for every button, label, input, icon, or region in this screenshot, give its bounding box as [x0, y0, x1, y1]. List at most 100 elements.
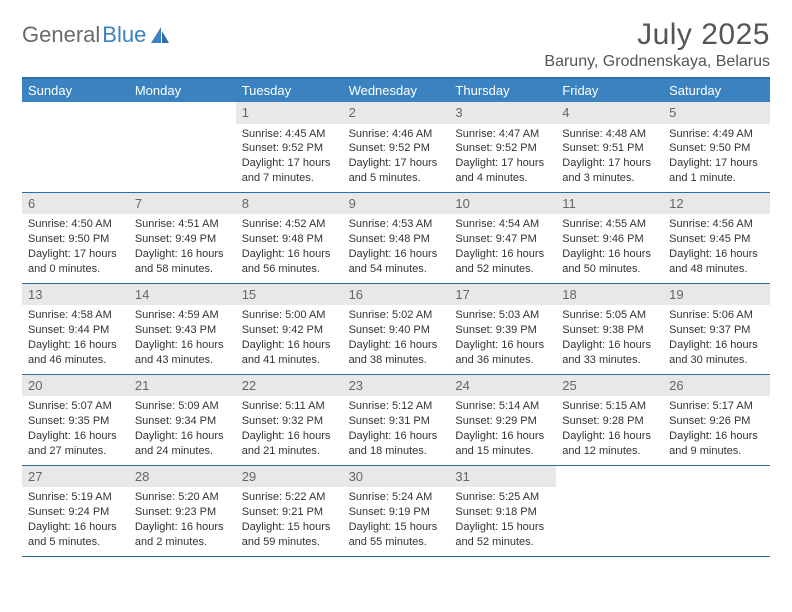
sunset-line: Sunset: 9:35 PM [28, 414, 123, 429]
daylight-line: Daylight: 16 hours and 2 minutes. [135, 520, 230, 550]
logo-text-gray: General [22, 22, 100, 48]
calendar-cell: 20Sunrise: 5:07 AMSunset: 9:35 PMDayligh… [22, 375, 129, 466]
sunset-line: Sunset: 9:31 PM [349, 414, 444, 429]
daylight-line: Daylight: 16 hours and 18 minutes. [349, 429, 444, 459]
sunrise-line: Sunrise: 5:14 AM [455, 399, 550, 414]
daylight-line: Daylight: 16 hours and 33 minutes. [562, 338, 657, 368]
calendar-body: 1 Sunrise: 4:45 AMSunset: 9:52 PMDaylight… [22, 102, 770, 557]
sunrise-line: Sunrise: 5:00 AM [242, 308, 337, 323]
day-number: 5 [663, 102, 770, 124]
day-info: Sunrise: 5:12 AMSunset: 9:31 PMDaylight:… [343, 399, 450, 458]
calendar-cell: 28Sunrise: 5:20 AMSunset: 9:23 PMDayligh… [129, 466, 236, 557]
sunrise-line: Sunrise: 5:11 AM [242, 399, 337, 414]
sunset-line: Sunset: 9:28 PM [562, 414, 657, 429]
day-number: 14 [129, 284, 236, 306]
calendar-cell: 4 Sunrise: 4:48 AMSunset: 9:51 PMDaylight… [556, 102, 663, 193]
sunrise-line: Sunrise: 4:46 AM [349, 127, 444, 142]
day-number: 11 [556, 193, 663, 215]
daylight-line: Daylight: 16 hours and 21 minutes. [242, 429, 337, 459]
calendar-cell: 24Sunrise: 5:14 AMSunset: 9:29 PMDayligh… [449, 375, 556, 466]
sunrise-line: Sunrise: 4:48 AM [562, 127, 657, 142]
daylight-line: Daylight: 16 hours and 5 minutes. [28, 520, 123, 550]
sunset-line: Sunset: 9:43 PM [135, 323, 230, 338]
sunset-line: Sunset: 9:48 PM [349, 232, 444, 247]
sunrise-line: Sunrise: 4:55 AM [562, 217, 657, 232]
day-number: 8 [236, 193, 343, 215]
day-info: Sunrise: 5:24 AMSunset: 9:19 PMDaylight:… [343, 490, 450, 549]
daylight-line: Daylight: 17 hours and 0 minutes. [28, 247, 123, 277]
day-number: 9 [343, 193, 450, 215]
weekday-header: Friday [556, 79, 663, 102]
day-info: Sunrise: 5:14 AMSunset: 9:29 PMDaylight:… [449, 399, 556, 458]
daylight-line: Daylight: 17 hours and 4 minutes. [455, 156, 550, 186]
calendar-cell [663, 466, 770, 557]
daylight-line: Daylight: 16 hours and 30 minutes. [669, 338, 764, 368]
daylight-line: Daylight: 16 hours and 41 minutes. [242, 338, 337, 368]
daylight-line: Daylight: 16 hours and 43 minutes. [135, 338, 230, 368]
daylight-line: Daylight: 16 hours and 46 minutes. [28, 338, 123, 368]
daylight-line: Daylight: 15 hours and 55 minutes. [349, 520, 444, 550]
sunrise-line: Sunrise: 5:12 AM [349, 399, 444, 414]
sunset-line: Sunset: 9:52 PM [455, 141, 550, 156]
day-number: 21 [129, 375, 236, 397]
day-info: Sunrise: 4:51 AMSunset: 9:49 PMDaylight:… [129, 217, 236, 276]
day-number: 1 [236, 102, 343, 124]
day-number: 15 [236, 284, 343, 306]
sunset-line: Sunset: 9:49 PM [135, 232, 230, 247]
sunrise-line: Sunrise: 5:06 AM [669, 308, 764, 323]
day-info: Sunrise: 5:15 AMSunset: 9:28 PMDaylight:… [556, 399, 663, 458]
sunset-line: Sunset: 9:18 PM [455, 505, 550, 520]
sunset-line: Sunset: 9:29 PM [455, 414, 550, 429]
sunset-line: Sunset: 9:46 PM [562, 232, 657, 247]
sunrise-line: Sunrise: 5:19 AM [28, 490, 123, 505]
sunset-line: Sunset: 9:48 PM [242, 232, 337, 247]
calendar-cell: 22Sunrise: 5:11 AMSunset: 9:32 PMDayligh… [236, 375, 343, 466]
day-number: 6 [22, 193, 129, 215]
sunset-line: Sunset: 9:23 PM [135, 505, 230, 520]
calendar-cell: 29Sunrise: 5:22 AMSunset: 9:21 PMDayligh… [236, 466, 343, 557]
sunset-line: Sunset: 9:42 PM [242, 323, 337, 338]
calendar-cell: 5Sunrise: 4:49 AMSunset: 9:50 PMDaylight… [663, 102, 770, 193]
daylight-line: Daylight: 16 hours and 15 minutes. [455, 429, 550, 459]
sunset-line: Sunset: 9:38 PM [562, 323, 657, 338]
day-info: Sunrise: 4:56 AMSunset: 9:45 PMDaylight:… [663, 217, 770, 276]
day-info: Sunrise: 5:07 AMSunset: 9:35 PMDaylight:… [22, 399, 129, 458]
sunset-line: Sunset: 9:52 PM [349, 141, 444, 156]
weekday-header: Sunday [22, 79, 129, 102]
sunrise-line: Sunrise: 4:50 AM [28, 217, 123, 232]
day-info: Sunrise: 4:45 AMSunset: 9:52 PMDaylight:… [236, 127, 343, 186]
day-info: Sunrise: 5:22 AMSunset: 9:21 PMDaylight:… [236, 490, 343, 549]
calendar-cell: 15 Sunrise: 5:00 AMSunset: 9:42 PMDayligh… [236, 284, 343, 375]
day-number: 18 [556, 284, 663, 306]
day-number: 24 [449, 375, 556, 397]
day-info: Sunrise: 5:09 AMSunset: 9:34 PMDaylight:… [129, 399, 236, 458]
calendar-cell: 26Sunrise: 5:17 AMSunset: 9:26 PMDayligh… [663, 375, 770, 466]
day-info: Sunrise: 4:59 AMSunset: 9:43 PMDaylight:… [129, 308, 236, 367]
calendar-cell: 9Sunrise: 4:53 AMSunset: 9:48 PMDaylight… [343, 193, 450, 284]
day-number: 22 [236, 375, 343, 397]
daylight-line: Daylight: 16 hours and 38 minutes. [349, 338, 444, 368]
weekday-header: Tuesday [236, 79, 343, 102]
day-number: 29 [236, 466, 343, 488]
daylight-line: Daylight: 16 hours and 48 minutes. [669, 247, 764, 277]
calendar-cell: 7Sunrise: 4:51 AMSunset: 9:49 PMDaylight… [129, 193, 236, 284]
day-number: 10 [449, 193, 556, 215]
day-number: 20 [22, 375, 129, 397]
day-info: Sunrise: 4:48 AMSunset: 9:51 PMDaylight:… [556, 127, 663, 186]
calendar-cell [556, 466, 663, 557]
daylight-line: Daylight: 16 hours and 36 minutes. [455, 338, 550, 368]
calendar-cell: 16Sunrise: 5:02 AMSunset: 9:40 PMDayligh… [343, 284, 450, 375]
sunrise-line: Sunrise: 4:47 AM [455, 127, 550, 142]
weekday-header: Thursday [449, 79, 556, 102]
day-info: Sunrise: 4:50 AMSunset: 9:50 PMDaylight:… [22, 217, 129, 276]
sunset-line: Sunset: 9:37 PM [669, 323, 764, 338]
day-info: Sunrise: 4:46 AMSunset: 9:52 PMDaylight:… [343, 127, 450, 186]
sunrise-line: Sunrise: 5:03 AM [455, 308, 550, 323]
sunset-line: Sunset: 9:19 PM [349, 505, 444, 520]
calendar-cell: 13Sunrise: 4:58 AMSunset: 9:44 PMDayligh… [22, 284, 129, 375]
day-number: 4 [556, 102, 663, 124]
day-info: Sunrise: 5:20 AMSunset: 9:23 PMDaylight:… [129, 490, 236, 549]
day-number: 26 [663, 375, 770, 397]
calendar-cell [22, 102, 129, 193]
sunrise-line: Sunrise: 5:09 AM [135, 399, 230, 414]
